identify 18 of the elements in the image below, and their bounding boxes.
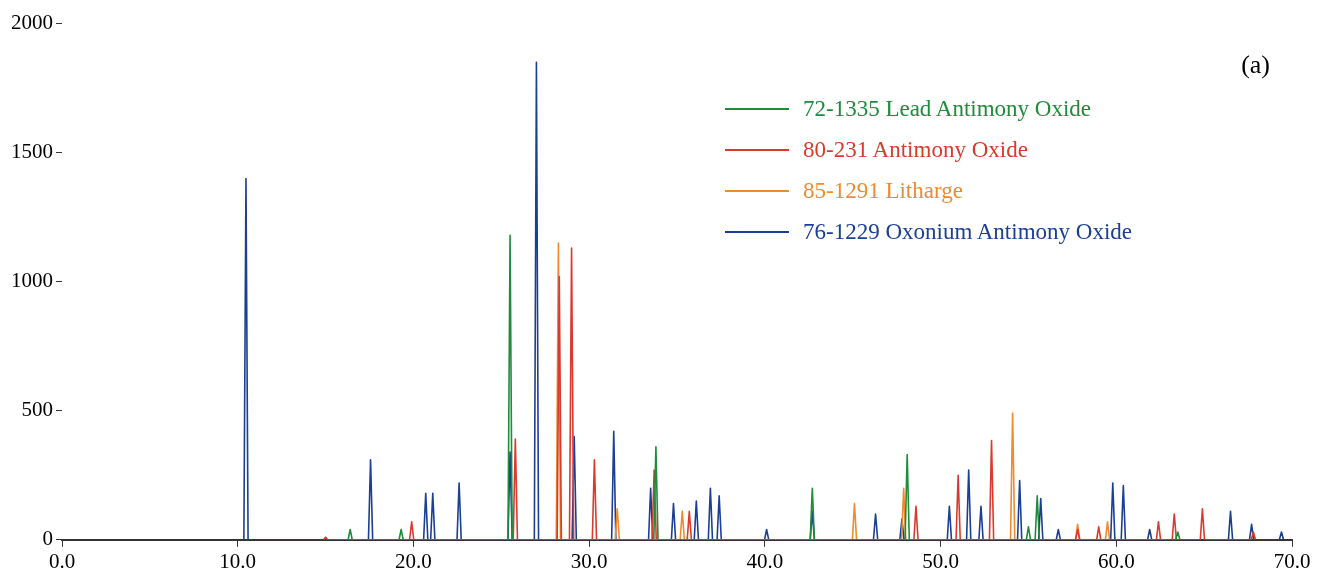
x-tick-label: 40.0: [746, 548, 784, 573]
x-tick-label: 50.0: [922, 548, 959, 573]
legend-label: 80-231 Antimony Oxide: [802, 136, 1028, 163]
x-tick-label: 10.0: [219, 548, 257, 573]
y-tick-label: 0: [42, 526, 53, 551]
x-tick-label: 60.0: [1097, 548, 1135, 573]
x-tick-label: 0.0: [48, 548, 76, 573]
x-tick-label: 20.0: [395, 548, 432, 573]
legend-label: 85-1291 Litharge: [802, 177, 963, 204]
y-tick-label: 1500: [11, 139, 53, 164]
x-tick-label: 30.0: [570, 548, 608, 573]
legend-label: 72-1335 Lead Antimony Oxide: [802, 95, 1092, 122]
y-tick-label: 2000: [11, 10, 53, 35]
y-tick-label: 500: [21, 397, 53, 422]
legend-label: 76-1229 Oxonium Antimony Oxide: [802, 218, 1132, 245]
y-tick-label: 1000: [11, 268, 53, 293]
annotation: (a): [1241, 50, 1270, 80]
x-tick-label: 70.0: [1273, 548, 1311, 573]
